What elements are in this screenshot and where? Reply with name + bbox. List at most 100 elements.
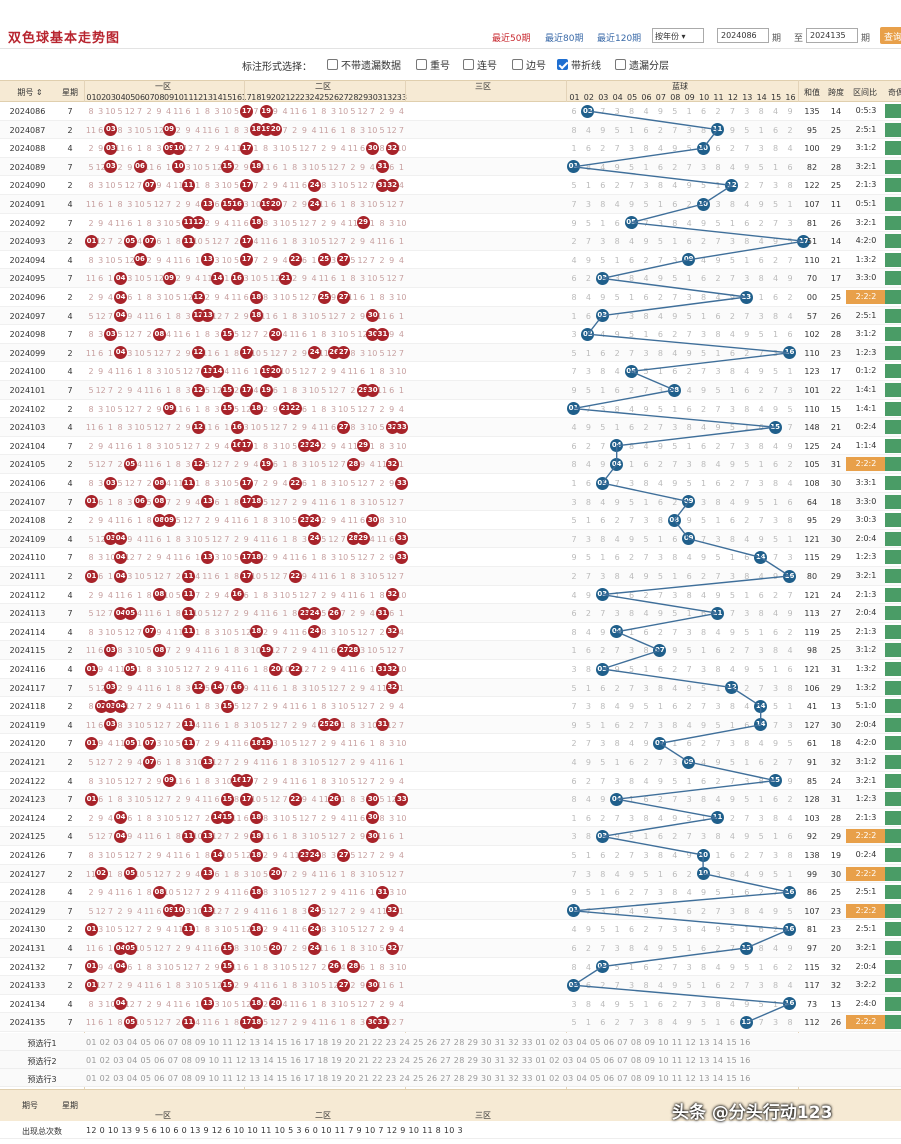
- red-ball[interactable]: 12: [191, 346, 205, 360]
- red-ball[interactable]: 16: [230, 197, 244, 211]
- red-ball[interactable]: 18: [249, 402, 263, 416]
- red-ball[interactable]: 17: [240, 346, 254, 360]
- preselect-row[interactable]: 预选行2 01 02 03 04 05 06 07 08 09 10 11 12…: [0, 1051, 901, 1069]
- red-ball[interactable]: 11: [182, 178, 195, 192]
- checkbox-icon[interactable]: [327, 59, 338, 70]
- year-select[interactable]: 按年份 ▾: [652, 28, 704, 43]
- red-ball[interactable]: 12: [191, 216, 205, 230]
- red-ball[interactable]: 08: [152, 495, 166, 509]
- red-ball[interactable]: 19: [259, 457, 273, 471]
- red-ball[interactable]: 04: [114, 290, 128, 304]
- red-ball[interactable]: 25: [317, 290, 331, 304]
- red-ball[interactable]: 17: [240, 253, 254, 267]
- red-ball[interactable]: 18: [249, 309, 263, 323]
- red-ball[interactable]: 04: [114, 271, 128, 285]
- red-ball[interactable]: 01: [85, 569, 98, 583]
- red-ball[interactable]: 25: [317, 253, 331, 267]
- red-ball[interactable]: 17: [240, 476, 254, 490]
- red-ball[interactable]: 08: [152, 327, 166, 341]
- preselect-row[interactable]: 预选行1 01 02 03 04 05 06 07 08 09 10 11 12…: [0, 1033, 901, 1051]
- red-ball[interactable]: 27: [337, 420, 351, 434]
- option-consecutive[interactable]: 连号: [463, 57, 497, 72]
- red-ball[interactable]: 22: [288, 402, 302, 416]
- query-button[interactable]: 查询: [880, 27, 901, 44]
- red-ball[interactable]: 22: [288, 253, 302, 267]
- red-ball[interactable]: 29: [356, 439, 370, 453]
- red-ball[interactable]: 32: [385, 141, 399, 155]
- red-ball[interactable]: 18: [249, 216, 263, 230]
- recent-50-link[interactable]: 最近50期: [492, 31, 530, 44]
- red-ball[interactable]: 22: [288, 476, 302, 490]
- red-ball[interactable]: 28: [346, 643, 360, 657]
- checkbox-icon[interactable]: [463, 59, 474, 70]
- option-no-omit[interactable]: 不带遗漏数据: [327, 57, 401, 72]
- red-ball[interactable]: 06: [133, 495, 147, 509]
- red-ball[interactable]: 17: [240, 141, 254, 155]
- red-ball[interactable]: 10: [172, 160, 186, 174]
- red-ball[interactable]: 11: [182, 588, 195, 602]
- red-ball[interactable]: 31: [376, 160, 389, 174]
- red-ball[interactable]: 24: [308, 439, 322, 453]
- red-ball[interactable]: 11: [182, 569, 195, 583]
- red-ball[interactable]: 08: [152, 476, 166, 490]
- red-ball[interactable]: 17: [240, 439, 254, 453]
- red-ball[interactable]: 11: [182, 476, 195, 490]
- red-ball[interactable]: 15: [220, 160, 234, 174]
- red-ball[interactable]: 30: [366, 309, 380, 323]
- option-layer[interactable]: 遗漏分层: [615, 57, 669, 72]
- red-ball[interactable]: 18: [249, 160, 263, 174]
- red-ball[interactable]: 16: [230, 588, 244, 602]
- red-ball[interactable]: 13: [201, 253, 215, 267]
- red-ball[interactable]: 28: [346, 457, 360, 471]
- red-ball[interactable]: 04: [114, 346, 128, 360]
- red-ball[interactable]: 12: [191, 420, 205, 434]
- red-ball[interactable]: 24: [308, 532, 322, 546]
- red-ball[interactable]: 20: [269, 364, 283, 378]
- red-ball[interactable]: 09: [162, 271, 176, 285]
- red-ball[interactable]: 17: [240, 569, 254, 583]
- red-ball[interactable]: 33: [395, 532, 409, 546]
- recent-120-link[interactable]: 最近120期: [597, 31, 641, 44]
- red-ball[interactable]: 24: [308, 197, 322, 211]
- red-ball[interactable]: 12: [191, 383, 205, 397]
- red-ball[interactable]: 27: [337, 346, 351, 360]
- red-ball[interactable]: 03: [104, 476, 118, 490]
- red-ball[interactable]: 17: [240, 234, 254, 248]
- red-ball[interactable]: 29: [356, 216, 370, 230]
- red-ball[interactable]: 24: [308, 346, 322, 360]
- red-ball[interactable]: 06: [133, 160, 147, 174]
- red-ball[interactable]: 01: [85, 495, 98, 509]
- red-ball[interactable]: 31: [376, 327, 389, 341]
- checkbox-icon[interactable]: [512, 59, 523, 70]
- red-ball[interactable]: 05: [123, 457, 137, 471]
- red-ball[interactable]: 19: [259, 643, 273, 657]
- red-ball[interactable]: 04: [114, 309, 128, 323]
- red-ball[interactable]: 17: [240, 178, 254, 192]
- red-ball[interactable]: 18: [249, 495, 263, 509]
- issue-header[interactable]: 期号 ⇕: [10, 87, 50, 98]
- checkbox-icon[interactable]: [615, 59, 626, 70]
- red-ball[interactable]: 30: [366, 383, 380, 397]
- red-ball[interactable]: 31: [376, 606, 389, 620]
- red-ball[interactable]: 16: [230, 420, 244, 434]
- option-repeat[interactable]: 重号: [416, 57, 450, 72]
- red-ball[interactable]: 24: [308, 513, 322, 527]
- recent-80-link[interactable]: 最近80期: [545, 31, 583, 44]
- red-ball[interactable]: 20: [269, 197, 283, 211]
- red-ball[interactable]: 09: [162, 402, 176, 416]
- red-ball[interactable]: 09: [162, 123, 176, 137]
- red-ball[interactable]: 11: [182, 606, 195, 620]
- option-polyline[interactable]: 带折线: [557, 57, 601, 72]
- red-ball[interactable]: 07: [143, 178, 157, 192]
- red-ball[interactable]: 15: [220, 383, 234, 397]
- red-ball[interactable]: 20: [269, 327, 283, 341]
- red-ball[interactable]: 26: [327, 606, 341, 620]
- red-ball[interactable]: 27: [337, 290, 351, 304]
- red-ball[interactable]: 05: [123, 606, 137, 620]
- red-ball[interactable]: 12: [191, 290, 205, 304]
- red-ball[interactable]: 32: [385, 178, 399, 192]
- from-issue-input[interactable]: 2024086: [717, 28, 769, 43]
- preselect-numbers[interactable]: 01 02 03 04 05 06 07 08 09 10 11 12 13 1…: [86, 1038, 751, 1047]
- red-ball[interactable]: 33: [395, 476, 409, 490]
- red-ball[interactable]: 24: [308, 625, 322, 639]
